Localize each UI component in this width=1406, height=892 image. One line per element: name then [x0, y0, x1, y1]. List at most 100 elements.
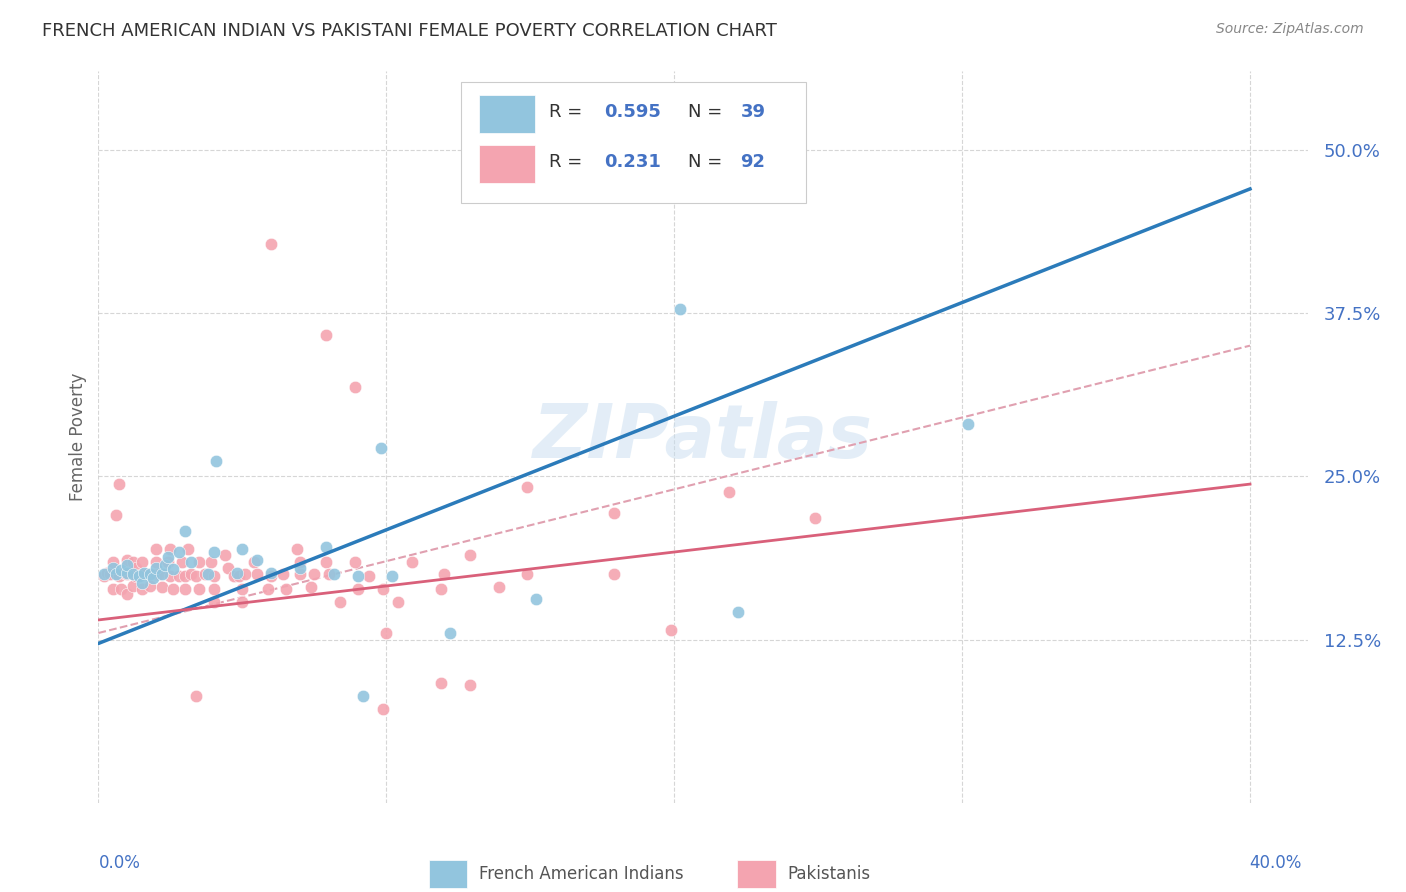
Point — [524, 592, 547, 607]
Point — [173, 582, 195, 596]
Text: 39: 39 — [741, 103, 765, 121]
Point — [318, 567, 340, 582]
Point — [329, 595, 352, 609]
Point — [669, 302, 692, 317]
Point — [357, 568, 380, 582]
Point — [159, 568, 181, 582]
Point — [288, 567, 311, 582]
Point — [148, 567, 170, 582]
Point — [222, 568, 245, 582]
Text: R =: R = — [550, 103, 589, 121]
Point — [260, 236, 283, 251]
Point — [315, 328, 337, 343]
FancyBboxPatch shape — [479, 145, 534, 183]
Point — [145, 560, 167, 574]
Point — [131, 576, 153, 591]
Point — [115, 567, 138, 582]
Point — [257, 582, 280, 596]
Point — [231, 582, 253, 596]
Point — [202, 568, 225, 582]
FancyBboxPatch shape — [461, 82, 806, 203]
Point — [142, 571, 165, 585]
Text: 40.0%: 40.0% — [1250, 854, 1302, 872]
Text: R =: R = — [550, 153, 589, 171]
Point — [115, 553, 138, 567]
Point — [131, 582, 153, 596]
Point — [603, 506, 626, 520]
Point — [153, 558, 176, 573]
Point — [93, 568, 115, 582]
Point — [458, 678, 481, 692]
FancyBboxPatch shape — [429, 860, 467, 888]
Point — [162, 582, 184, 596]
Point — [202, 582, 225, 596]
Point — [323, 567, 346, 582]
Point — [115, 558, 138, 573]
Y-axis label: Female Poverty: Female Poverty — [69, 373, 87, 501]
Point — [717, 485, 740, 500]
Text: N =: N = — [689, 103, 728, 121]
Point — [98, 567, 121, 582]
Point — [131, 556, 153, 570]
Point — [387, 595, 409, 609]
Point — [188, 582, 211, 596]
Point — [285, 542, 308, 557]
Point — [659, 624, 682, 638]
Point — [194, 567, 217, 582]
Text: 0.595: 0.595 — [603, 103, 661, 121]
Point — [246, 567, 269, 582]
Point — [110, 582, 132, 596]
Point — [202, 595, 225, 609]
FancyBboxPatch shape — [479, 95, 534, 133]
Text: Pakistanis: Pakistanis — [787, 864, 870, 883]
Point — [173, 524, 195, 538]
Point — [246, 553, 269, 567]
Point — [156, 550, 179, 565]
Point — [145, 567, 167, 582]
Point — [115, 566, 138, 580]
Point — [401, 556, 423, 570]
Point — [352, 689, 374, 703]
Point — [228, 568, 250, 582]
Point — [170, 556, 193, 570]
Point — [173, 568, 195, 582]
Point — [433, 567, 456, 582]
Point — [202, 545, 225, 559]
Point — [243, 556, 266, 570]
Text: FRENCH AMERICAN INDIAN VS PAKISTANI FEMALE POVERTY CORRELATION CHART: FRENCH AMERICAN INDIAN VS PAKISTANI FEMA… — [42, 22, 778, 40]
Point — [104, 567, 127, 582]
Point — [343, 556, 366, 570]
Text: Source: ZipAtlas.com: Source: ZipAtlas.com — [1216, 22, 1364, 37]
Point — [301, 580, 323, 594]
Point — [225, 566, 247, 580]
Text: 0.0%: 0.0% — [98, 854, 141, 872]
Point — [346, 582, 368, 596]
Point — [260, 566, 283, 580]
Point — [217, 560, 239, 574]
Point — [200, 556, 222, 570]
Point — [343, 380, 366, 394]
Point — [274, 582, 297, 596]
Point — [115, 587, 138, 601]
Text: French American Indians: French American Indians — [479, 864, 683, 883]
Point — [231, 542, 253, 557]
Point — [101, 582, 124, 596]
Point — [176, 542, 198, 557]
Point — [162, 562, 184, 576]
Point — [136, 567, 159, 582]
Point — [101, 556, 124, 570]
Point — [145, 556, 167, 570]
Point — [430, 675, 453, 690]
Point — [271, 567, 294, 582]
Point — [186, 689, 208, 703]
Text: 92: 92 — [741, 153, 765, 171]
Text: 0.231: 0.231 — [603, 153, 661, 171]
Point — [128, 568, 150, 582]
Point — [125, 560, 148, 574]
Point — [439, 626, 461, 640]
Point — [430, 582, 453, 596]
Point — [122, 567, 145, 582]
Point — [603, 567, 626, 582]
Point — [131, 567, 153, 582]
Point — [458, 548, 481, 562]
